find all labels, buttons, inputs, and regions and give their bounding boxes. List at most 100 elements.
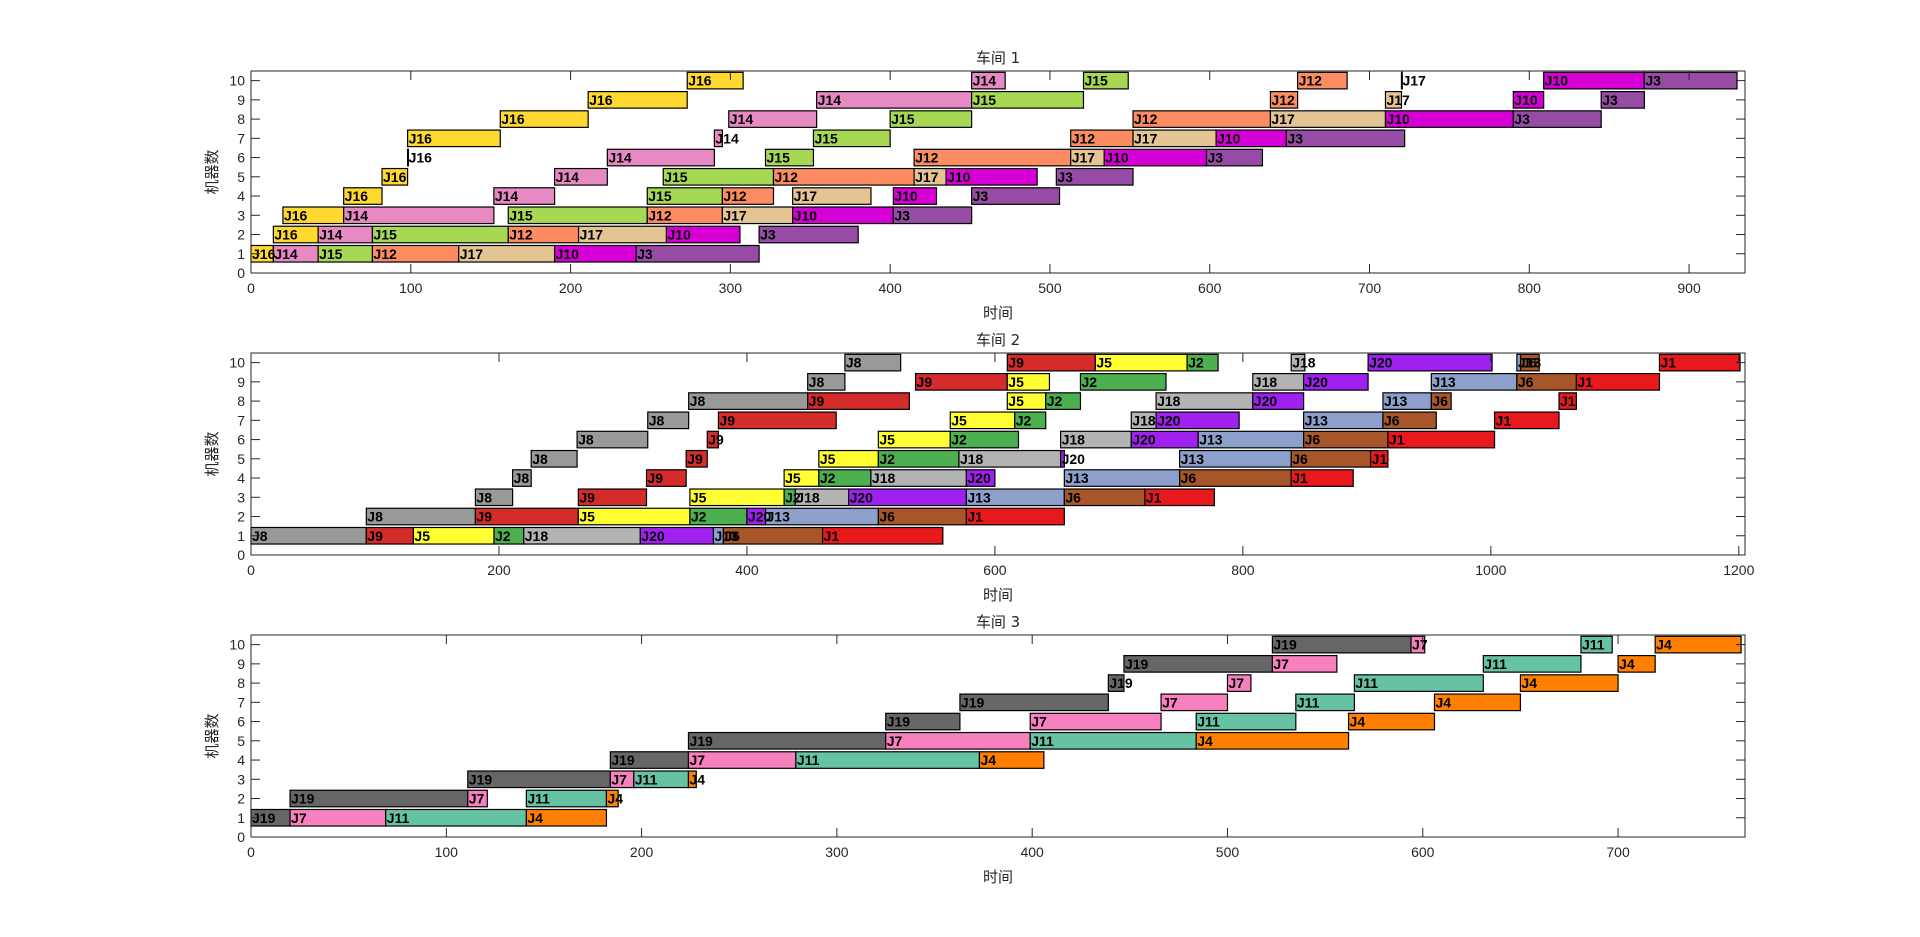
job-label: J9 — [708, 432, 724, 448]
job-label: J12 — [648, 207, 672, 223]
y-tick-label: 3 — [237, 207, 245, 223]
x-tick-label: 600 — [1198, 280, 1222, 296]
job-bar-j19-m7 — [959, 693, 1109, 712]
job-label: J9 — [367, 528, 383, 544]
job-label: J3 — [1287, 130, 1303, 146]
job-bar-j7-m9 — [1271, 654, 1338, 673]
job-bar-j17-m10 — [1400, 71, 1403, 90]
job-label: J8 — [514, 470, 530, 486]
y-tick-label: 5 — [237, 733, 245, 749]
y-tick-label: 8 — [237, 111, 245, 127]
y-tick-label: 4 — [237, 470, 245, 486]
job-bar-j4-m3 — [687, 770, 697, 789]
axes-box — [250, 70, 1746, 274]
x-tick-label: 0 — [247, 280, 255, 296]
job-bar-j8-m10 — [844, 353, 902, 372]
job-label: J14 — [345, 207, 369, 223]
job-bar-j15-m9 — [971, 90, 1085, 109]
job-label: J12 — [509, 227, 533, 243]
job-bar-j11-m8 — [1353, 674, 1484, 692]
job-bar-j14-m4 — [493, 187, 556, 205]
job-label: J14 — [715, 130, 739, 146]
job-label: J20 — [1157, 412, 1181, 428]
job-bar-j8-m4 — [512, 469, 532, 487]
job-label: J20 — [1305, 374, 1329, 390]
job-label: J2 — [785, 489, 801, 505]
x-axis-label: 时间 — [983, 868, 1013, 886]
job-label: J7 — [1273, 656, 1289, 672]
job-label: J14 — [556, 169, 580, 185]
job-bar-j12-m9 — [1269, 90, 1299, 109]
x-tick-label: 500 — [1038, 280, 1062, 296]
job-label: J4 — [607, 791, 623, 807]
job-label: J8 — [367, 509, 383, 525]
job-label: J3 — [760, 227, 776, 243]
x-tick-label: 700 — [1358, 280, 1382, 296]
x-tick-label: 200 — [559, 280, 583, 296]
job-label: J5 — [1096, 355, 1112, 371]
job-bar-j9-m5 — [685, 449, 708, 468]
job-bar-j16-m8 — [499, 110, 589, 128]
y-tick-label: 8 — [237, 393, 245, 409]
job-bar-j3-m6 — [1205, 148, 1264, 167]
job-label: J10 — [947, 169, 971, 185]
job-bar-j11-m10 — [1580, 635, 1613, 654]
job-bar-j18-m10 — [1290, 353, 1306, 372]
job-bar-j11-m7 — [1295, 693, 1356, 712]
job-label: J2 — [1081, 374, 1097, 390]
job-label: J12 — [1072, 130, 1096, 146]
job-bar-j3-m8 — [1512, 110, 1602, 128]
job-label: J2 — [1047, 393, 1063, 409]
y-tick-label: 3 — [237, 489, 245, 505]
job-label: J13 — [1199, 432, 1223, 448]
job-bar-j10-m5 — [945, 167, 1038, 186]
job-label: J10 — [894, 188, 918, 204]
job-label: J7 — [611, 771, 627, 787]
job-label: J1 — [1372, 451, 1388, 467]
job-label: J16 — [409, 150, 433, 166]
job-bar-j9-m3 — [577, 488, 648, 507]
job-label: J14 — [608, 150, 632, 166]
job-label: J6 — [1065, 489, 1081, 505]
job-bar-j4-m5 — [1195, 731, 1350, 750]
x-tick-label: 500 — [1216, 844, 1240, 860]
y-tick-label: 6 — [237, 432, 245, 448]
x-tick-label: 600 — [1411, 844, 1435, 860]
job-label: J1 — [1146, 489, 1162, 505]
job-bar-j4-m9 — [1617, 654, 1656, 673]
x-tick-label: 0 — [247, 844, 255, 860]
y-tick-label: 9 — [237, 92, 245, 108]
job-bar-j6-m4 — [1179, 469, 1292, 487]
job-bar-j7-m10 — [1410, 635, 1426, 654]
job-bar-j2-m6 — [949, 430, 1020, 449]
job-bar-j14-m3 — [343, 206, 495, 225]
job-label: J19 — [689, 733, 713, 749]
job-label: J17 — [915, 169, 939, 185]
job-label: J20 — [1369, 355, 1393, 371]
job-bar-j6-m8 — [1430, 392, 1452, 410]
job-label: J6 — [1522, 355, 1538, 371]
x-tick-label: 1000 — [1475, 562, 1506, 578]
job-bar-j8-m8 — [688, 392, 809, 410]
x-tick-label: 400 — [1020, 844, 1044, 860]
job-bar-j20-m7 — [1155, 411, 1240, 430]
job-label: J13 — [1065, 470, 1089, 486]
job-bar-j8-m5 — [530, 449, 578, 468]
job-label: J3 — [1645, 73, 1661, 89]
job-label: J9 — [648, 470, 664, 486]
x-axis-label: 时间 — [983, 586, 1013, 604]
job-label: J11 — [1582, 637, 1605, 653]
job-label: J5 — [1008, 393, 1024, 409]
job-label: J17 — [1072, 150, 1096, 166]
job-label: J10 — [556, 246, 580, 262]
job-bar-j11-m6 — [1195, 712, 1297, 731]
job-label: J9 — [476, 509, 492, 525]
job-bar-j1-m2 — [965, 507, 1065, 526]
job-bar-j8-m9 — [807, 372, 846, 391]
job-label: J19 — [1109, 675, 1133, 691]
job-label: J3 — [1514, 111, 1530, 127]
job-label: J6 — [1384, 412, 1400, 428]
y-tick-label: 7 — [237, 412, 245, 428]
job-label: J16 — [589, 92, 613, 108]
